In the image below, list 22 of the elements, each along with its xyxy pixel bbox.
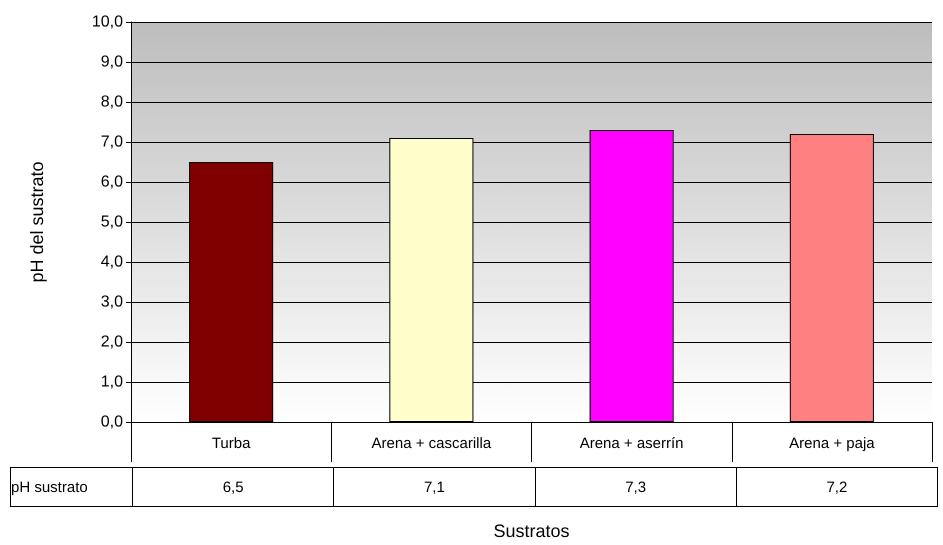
data-label: 7,1 — [334, 468, 535, 506]
y-tick-label: 0,0 — [100, 414, 124, 430]
data-label: 7,3 — [535, 468, 736, 506]
text: pH sustrato — [10, 468, 132, 506]
x-tick-label: Turba — [212, 435, 252, 452]
x-tick-label: Arena + cascarilla — [372, 435, 492, 452]
data-label: 6,5 — [132, 468, 334, 506]
x-axis-title: Sustratos — [493, 521, 570, 541]
y-tick-label: 3,0 — [100, 294, 124, 310]
y-tick-label: 10,0 — [92, 14, 124, 30]
y-tick-label: 7,0 — [100, 134, 124, 150]
y-axis-title: pH del sustrato — [27, 161, 47, 283]
y-tick-label: 4,0 — [100, 254, 124, 270]
y-tick-label: 1,0 — [100, 374, 124, 390]
x-tick-label: Arena + aserrín — [580, 435, 684, 452]
y-tick-label: 5,0 — [100, 214, 124, 230]
y-tick-label: 8,0 — [100, 94, 124, 110]
y-tick-label: 2,0 — [100, 334, 124, 350]
x-tick-label: Arena + paja — [789, 435, 876, 452]
y-tick-label: 9,0 — [100, 54, 124, 70]
y-tick-label: 6,0 — [100, 174, 124, 190]
data-label: 7,2 — [736, 468, 938, 506]
